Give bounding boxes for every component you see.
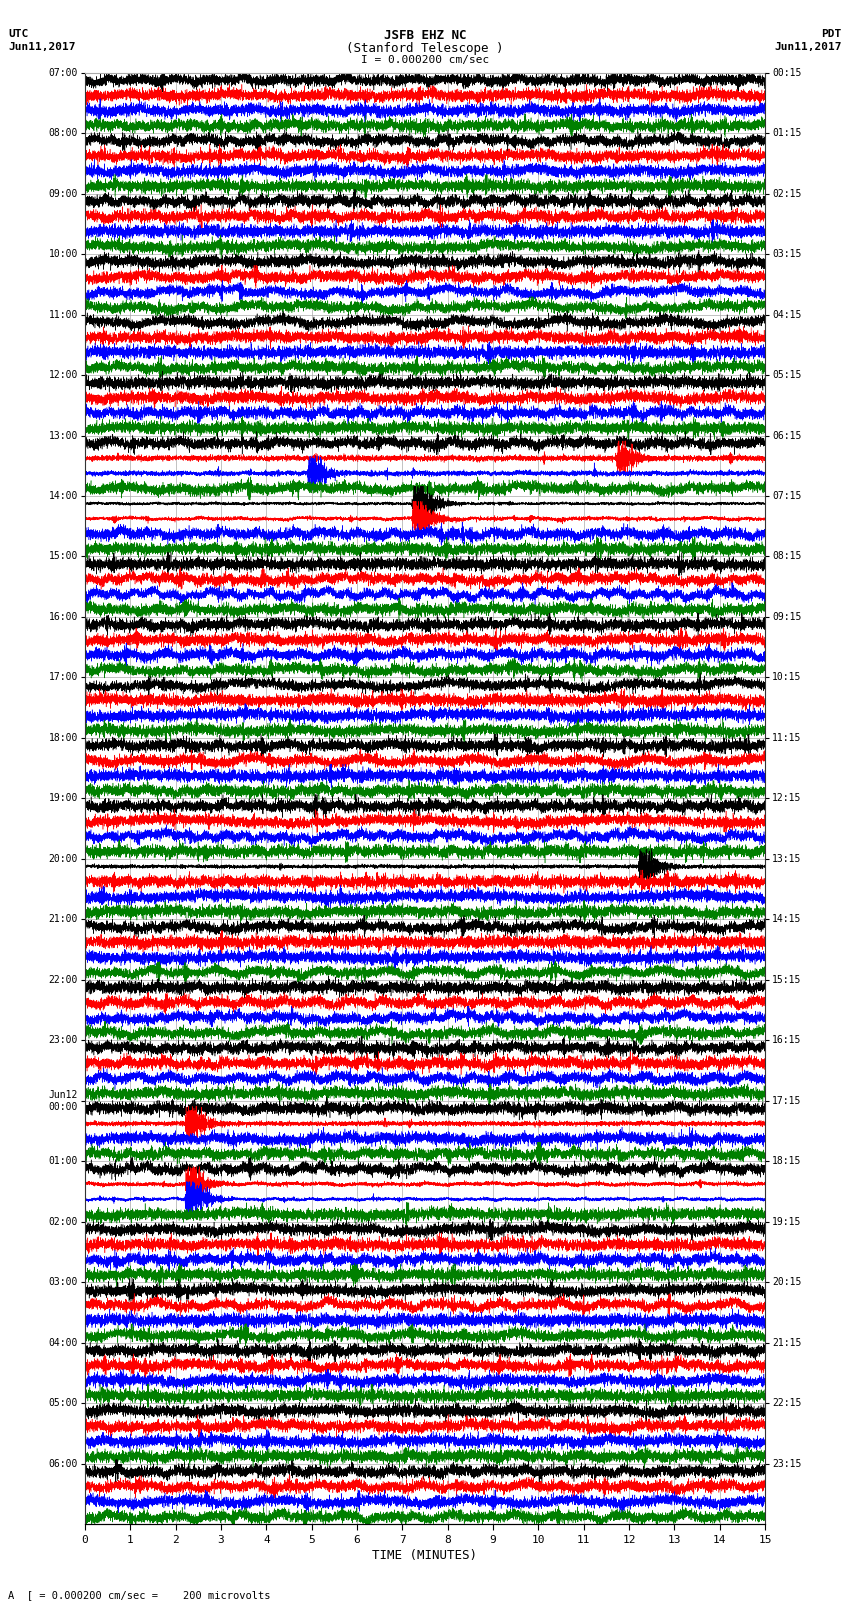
Text: (Stanford Telescope ): (Stanford Telescope ) <box>346 42 504 55</box>
Text: UTC: UTC <box>8 29 29 39</box>
Text: PDT: PDT <box>821 29 842 39</box>
Text: A  [ = 0.000200 cm/sec =    200 microvolts: A [ = 0.000200 cm/sec = 200 microvolts <box>8 1590 271 1600</box>
Text: I = 0.000200 cm/sec: I = 0.000200 cm/sec <box>361 55 489 65</box>
Text: Jun11,2017: Jun11,2017 <box>8 42 76 52</box>
Text: JSFB EHZ NC: JSFB EHZ NC <box>383 29 467 42</box>
X-axis label: TIME (MINUTES): TIME (MINUTES) <box>372 1548 478 1561</box>
Text: Jun11,2017: Jun11,2017 <box>774 42 842 52</box>
